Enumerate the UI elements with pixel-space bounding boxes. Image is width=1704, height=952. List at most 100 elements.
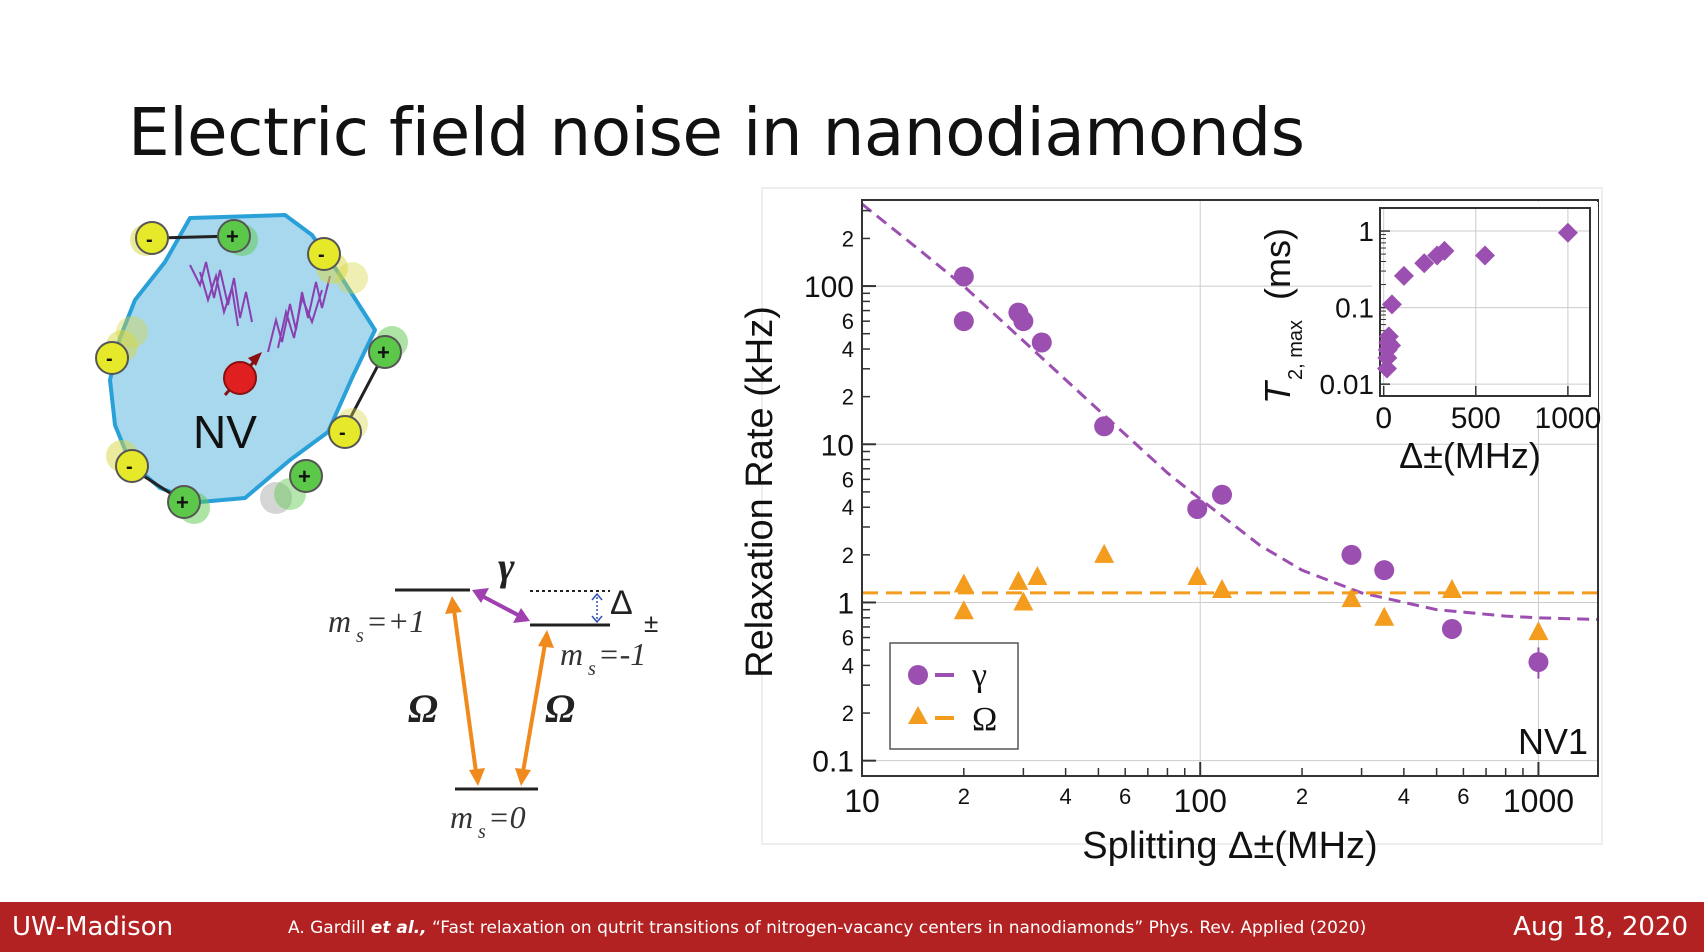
charge-positive-bottom: + [260, 459, 323, 514]
inset-data-point [1393, 265, 1414, 286]
gamma-data-point [1441, 618, 1462, 639]
svg-text:-: - [126, 456, 133, 478]
charge-pair-right: + - [328, 326, 408, 449]
noise-trace-left [189, 261, 253, 327]
x-tick-label: 100 [1174, 783, 1227, 819]
legend-gamma-marker [908, 665, 928, 685]
svg-text:-: - [146, 229, 153, 251]
y-minor-tick-label: 2 [842, 226, 854, 251]
svg-text:+: + [298, 464, 311, 489]
omega-arrow-right [515, 630, 554, 786]
gamma-data-point [953, 311, 974, 332]
noise-trace-right [267, 275, 331, 353]
citation: A. Gardill et al., “Fast relaxation on q… [288, 918, 1367, 938]
svg-text:-: - [318, 244, 325, 266]
x-minor-tick-label: 6 [1457, 784, 1469, 809]
gamma-data-point [1212, 484, 1233, 505]
omega-data-point [1008, 570, 1029, 590]
svg-text:-: - [106, 348, 113, 370]
inset-grid-lines [1380, 208, 1590, 396]
legend: γ Ω [889, 642, 1019, 750]
delta-label: Δ [610, 584, 633, 622]
gamma-data-point [1187, 498, 1208, 519]
svg-text:2, max: 2, max [1285, 320, 1307, 380]
charge-negative-right-top: - [307, 237, 368, 294]
ms-zero-label: m s =0 [450, 799, 526, 843]
inset-data-point [1434, 240, 1455, 261]
x-minor-tick-label: 4 [1060, 784, 1072, 809]
svg-text:-: - [339, 422, 346, 444]
nv1-annotation: NV1 [1518, 721, 1588, 762]
x-minor-tick-label: 2 [958, 784, 970, 809]
inset-x-tick-label: 500 [1451, 402, 1501, 435]
x-tick-label: 1000 [1503, 783, 1574, 819]
y-minor-tick-label: 4 [842, 495, 854, 520]
x-axis-label: Splitting Δ±(MHz) [1082, 825, 1377, 867]
charge-pair-bottom-left: - + [106, 440, 210, 524]
svg-text:(ms): (ms) [1257, 228, 1298, 300]
y-tick-label: 0.1 [812, 746, 854, 779]
omega-data-point [1187, 565, 1208, 585]
legend-omega-marker [908, 706, 928, 724]
charge-pair-top: - + [130, 219, 258, 256]
omega-data-point [953, 600, 974, 620]
ms-minus1-label: m s =-1 [560, 636, 646, 680]
y-minor-tick-label: 4 [842, 337, 854, 362]
delta-arrow [591, 592, 603, 624]
omega-data-point [1341, 588, 1362, 608]
gamma-fit-curve [861, 202, 1599, 621]
gamma-data-point [1094, 416, 1115, 437]
gamma-data-point [1013, 311, 1034, 332]
inset-y-tick-label: 0.01 [1320, 369, 1375, 400]
inset-data-point [1557, 222, 1578, 243]
y-minor-tick-label: 2 [842, 385, 854, 410]
omega-data-point [953, 573, 974, 593]
x-minor-tick-label: 4 [1398, 784, 1410, 809]
gamma-label: γ [498, 544, 515, 589]
legend-omega-label: Ω [972, 701, 997, 738]
x-tick-label: 10 [844, 783, 880, 819]
inset-y-tick-label: 0.1 [1335, 293, 1374, 324]
omega-data-point [1441, 578, 1462, 598]
omega-data-point [1027, 565, 1048, 585]
svg-text:=+1: =+1 [366, 603, 425, 639]
inset-data-point [1475, 245, 1495, 266]
y-tick-label: 1 [837, 587, 854, 620]
inset-x-label: Δ±(MHz) [1399, 435, 1541, 476]
inset-axis-ticks: 0 500 1000 0.01 0.1 1 [1320, 216, 1602, 435]
gamma-data-point [953, 266, 974, 287]
date: Aug 18, 2020 [1513, 912, 1688, 942]
plot-frame [861, 199, 1599, 777]
y-minor-tick-label: 6 [842, 467, 854, 492]
omega-arrow-left [445, 596, 485, 786]
omega-data-point [1013, 591, 1034, 611]
gamma-data-point [1341, 544, 1362, 565]
omega-data-point [1094, 543, 1115, 563]
omega-label-right: Ω [545, 686, 575, 731]
svg-text:=-1: =-1 [598, 636, 646, 672]
inset-frame [1379, 207, 1591, 397]
y-minor-tick-label: 6 [842, 309, 854, 334]
svg-text:s: s [478, 821, 486, 843]
inset-chart: 0 500 1000 0.01 0.1 1 Δ±(MHz) T 2, max (ms) [1257, 202, 1601, 476]
svg-text:+: + [377, 340, 390, 365]
inset-y-tick-label: 1 [1358, 216, 1374, 247]
svg-text:m: m [328, 603, 351, 639]
delta-subscript: ± [644, 608, 658, 638]
svg-text:=0: =0 [488, 799, 526, 835]
energy-level-diagram: γ Δ ± Ω Ω m s =+1 m s =-1 m s =0 [328, 544, 658, 843]
inset-data-point [1381, 294, 1402, 315]
nv-spin [223, 361, 257, 395]
slide-title: Electric field noise in nanodiamonds [128, 94, 1305, 171]
svg-text:+: + [176, 490, 189, 515]
y-minor-tick-label: 2 [842, 701, 854, 726]
omega-data-point [1374, 606, 1395, 626]
y-axis-label: Relaxation Rate (kHz) [739, 306, 781, 678]
gamma-arrow [472, 588, 530, 623]
omega-label-left: Ω [408, 686, 438, 731]
gamma-data-point [1031, 332, 1052, 353]
x-minor-tick-label: 6 [1119, 784, 1131, 809]
inset-y-label: T 2, max (ms) [1257, 228, 1307, 404]
nv-label: NV [193, 406, 257, 458]
